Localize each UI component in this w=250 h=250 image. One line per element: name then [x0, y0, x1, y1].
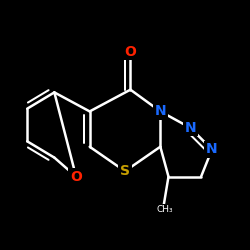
Text: O: O	[124, 45, 136, 59]
Text: O: O	[70, 170, 82, 184]
Text: N: N	[184, 121, 196, 135]
Text: N: N	[154, 104, 166, 118]
Text: N: N	[206, 142, 218, 156]
Text: S: S	[120, 164, 130, 178]
Text: CH₃: CH₃	[156, 205, 173, 214]
